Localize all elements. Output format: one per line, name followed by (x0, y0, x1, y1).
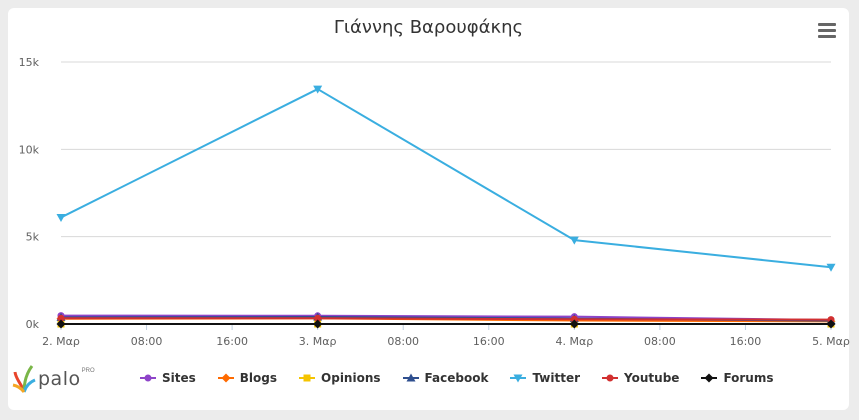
legend-marker-facebook (406, 373, 416, 382)
legend-marker-blogs (221, 373, 231, 383)
x-tick-label: 08:00 (387, 335, 419, 348)
x-tick-label: 16:00 (473, 335, 505, 348)
x-tick-label: 08:00 (644, 335, 676, 348)
legend-item-forums[interactable]: Forums (701, 371, 774, 385)
data-point-twitter (826, 263, 836, 272)
chart-card: Γιάννης Βαρουφάκης (8, 8, 849, 410)
series-line-sites (60, 314, 832, 321)
series-line-youtube (61, 317, 832, 321)
x-tick-label: 2. Μαρ (42, 335, 80, 348)
legend-marker-forums (704, 373, 714, 383)
legend-label-youtube: Youtube (624, 371, 680, 385)
data-point-forums (56, 319, 66, 329)
chart-legend: Sites Blogs Opinions Facebook Twitter Youtube… (140, 369, 796, 387)
x-tick-label: 16:00 (216, 335, 248, 348)
legend-label-blogs: Blogs (239, 371, 278, 385)
legend-label-twitter: Twitter (532, 371, 581, 385)
legend-label-sites: Sites (162, 371, 196, 385)
logo-sup: PRO (81, 368, 95, 374)
legend-symbol-opinions (299, 374, 316, 382)
data-point-twitter (569, 236, 579, 245)
data-point-twitter (56, 213, 66, 222)
x-tick-label: 4. Μαρ (555, 335, 593, 348)
legend-item-sites[interactable]: Sites (140, 371, 196, 385)
legend-symbol-facebook (402, 373, 419, 382)
legend-symbol-blogs (217, 373, 234, 383)
y-tick-label: 5k (26, 231, 40, 244)
data-point-forums (313, 319, 323, 329)
logo-text: palo (38, 368, 81, 390)
legend-marker-youtube (606, 374, 614, 382)
x-tick-label: 16:00 (730, 335, 762, 348)
legend-label-opinions: Opinions (321, 371, 381, 385)
data-point-youtube (314, 314, 322, 322)
legend-label-forums: Forums (723, 371, 774, 385)
legend-symbol-forums (701, 373, 718, 383)
data-point-forums (826, 319, 836, 329)
palo-leaf-icon (12, 365, 36, 393)
x-tick-label: 3. Μαρ (299, 335, 337, 348)
y-tick-label: 15k (19, 56, 40, 69)
data-point-youtube (57, 314, 65, 322)
legend-item-opinions[interactable]: Opinions (299, 371, 381, 385)
legend-symbol-youtube (602, 374, 619, 382)
y-tick-label: 0k (26, 318, 40, 331)
hamburger-menu-icon[interactable] (818, 23, 836, 39)
y-tick-label: 10k (19, 143, 40, 156)
legend-marker-opinions (303, 374, 311, 382)
legend-marker-sites (144, 374, 152, 382)
series-line-twitter (60, 88, 832, 269)
legend-symbol-sites (140, 374, 156, 382)
legend-item-youtube[interactable]: Youtube (602, 371, 679, 385)
data-point-twitter (313, 85, 323, 94)
data-point-forums (569, 319, 579, 329)
x-tick-label: 08:00 (131, 335, 163, 348)
legend-item-blogs[interactable]: Blogs (217, 371, 278, 385)
legend-item-facebook[interactable]: Facebook (402, 371, 489, 385)
legend-marker-twitter (513, 374, 523, 383)
x-tick-label: 5. Μαρ (812, 335, 850, 348)
legend-symbol-twitter (510, 374, 527, 383)
legend-item-twitter[interactable]: Twitter (510, 371, 580, 385)
chart-title: Γιάννης Βαρουφάκης (333, 17, 524, 38)
legend-label-facebook: Facebook (424, 371, 489, 385)
data-point-youtube (570, 315, 578, 323)
palo-logo: palo PRO (12, 362, 102, 396)
